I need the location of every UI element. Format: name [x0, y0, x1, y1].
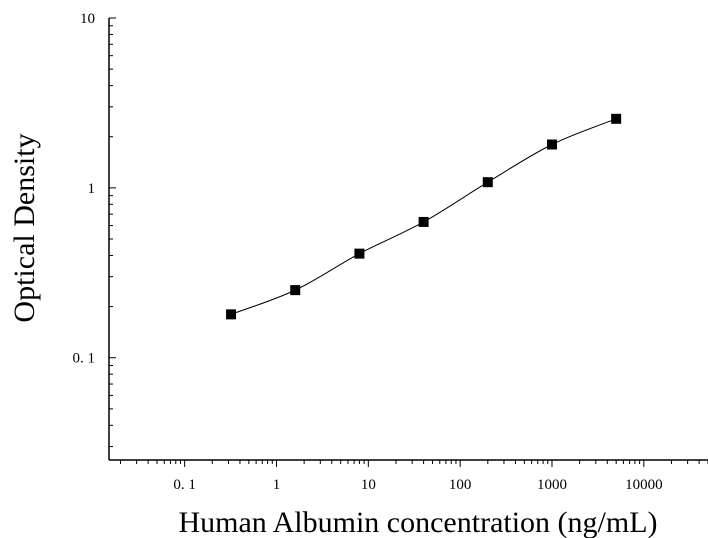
data-point [482, 177, 493, 188]
axes [108, 18, 708, 461]
data-point [611, 113, 622, 124]
x-tick-label: 0. 1 [173, 477, 196, 493]
ticks [109, 17, 708, 467]
x-tick-label: 10 [361, 477, 376, 493]
data-point [290, 285, 301, 296]
data-point [226, 309, 237, 320]
data-point [354, 248, 365, 259]
y-tick-label: 0. 1 [73, 351, 96, 367]
tick-labels: 0. 1 1 10 100 1000 10000 0. 1 1 10 [73, 11, 663, 493]
x-axis-title: Human Albumin concentration (ng/mL) [178, 506, 657, 538]
y-axis-title: Optical Density [8, 133, 41, 322]
x-tick-label: 10000 [625, 477, 663, 493]
data-point [418, 216, 429, 227]
data-markers [226, 113, 622, 320]
y-tick-label: 1 [88, 181, 96, 197]
fit-curve [230, 118, 617, 315]
x-tick-label: 100 [449, 477, 472, 493]
y-tick-label: 10 [80, 11, 95, 27]
x-tick-label: 1 [273, 477, 281, 493]
data-point [546, 139, 557, 150]
x-tick-label: 1000 [537, 477, 567, 493]
